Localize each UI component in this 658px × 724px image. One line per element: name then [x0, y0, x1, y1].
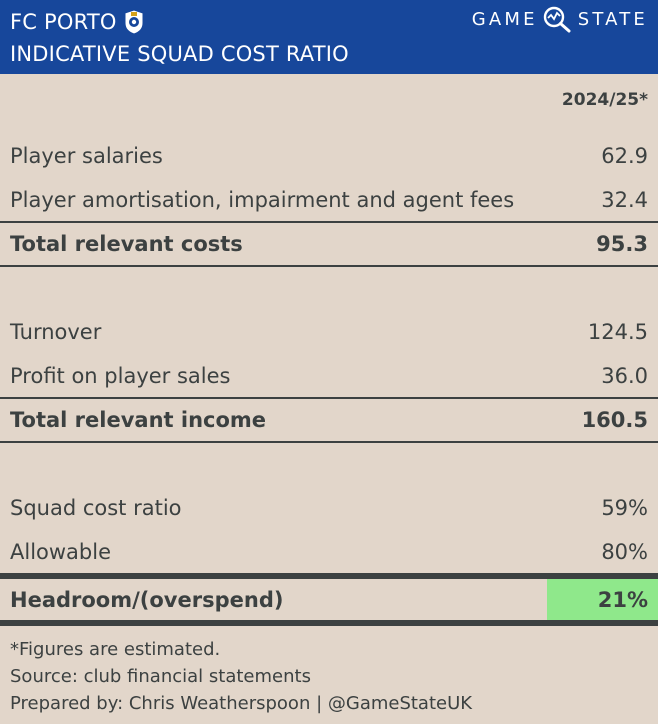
row-label: Profit on player sales: [10, 364, 231, 388]
divider: [0, 221, 658, 223]
header-banner: FC PORTO INDICATIVE SQUAD COST RATIO GAM…: [0, 0, 658, 74]
row-amortisation: Player amortisation, impairment and agen…: [0, 184, 658, 216]
row-value: 95.3: [596, 232, 648, 256]
brand-logo: GAME STATE: [472, 5, 648, 33]
divider: [0, 265, 658, 267]
row-label: Headroom/(overspend): [10, 588, 284, 612]
note-source: Source: club financial statements: [10, 666, 311, 687]
row-value: 32.4: [601, 188, 648, 212]
note-estimated: *Figures are estimated.: [10, 639, 221, 660]
row-value: 62.9: [601, 144, 648, 168]
row-value: 36.0: [601, 364, 648, 388]
row-allowable: Allowable 80%: [0, 536, 658, 568]
column-header-season: 2024/25*: [561, 90, 648, 110]
magnifier-chart-icon: [542, 5, 572, 33]
headroom-highlight: [547, 579, 658, 620]
row-value: 80%: [601, 540, 648, 564]
row-squad-cost-ratio: Squad cost ratio 59%: [0, 492, 658, 524]
row-label: Total relevant income: [10, 408, 267, 432]
page-title: INDICATIVE SQUAD COST RATIO: [10, 42, 349, 66]
row-label: Player amortisation, impairment and agen…: [10, 188, 515, 212]
row-headroom: Headroom/(overspend) 21%: [0, 584, 658, 616]
note-prepared-by: Prepared by: Chris Weatherspoon | @GameS…: [10, 693, 473, 714]
footnotes: *Figures are estimated. Source: club fin…: [10, 636, 472, 717]
row-profit-player-sales: Profit on player sales 36.0: [0, 360, 658, 392]
row-total-relevant-costs: Total relevant costs 95.3: [0, 228, 658, 260]
club-name: FC PORTO: [10, 10, 117, 34]
divider: [0, 441, 658, 443]
club-crest-icon: [123, 9, 145, 35]
row-value: 160.5: [581, 408, 648, 432]
brand-text-right: STATE: [577, 8, 648, 30]
row-turnover: Turnover 124.5: [0, 316, 658, 348]
row-value: 59%: [601, 496, 648, 520]
row-value: 124.5: [587, 320, 648, 344]
row-label: Allowable: [10, 540, 112, 564]
row-player-salaries: Player salaries 62.9: [0, 140, 658, 172]
row-label: Turnover: [10, 320, 102, 344]
divider: [0, 397, 658, 399]
club-title: FC PORTO: [10, 9, 145, 35]
row-label: Total relevant costs: [10, 232, 243, 256]
row-label: Player salaries: [10, 144, 163, 168]
divider-thick: [0, 573, 658, 579]
row-value: 21%: [597, 588, 648, 612]
brand-text-left: GAME: [471, 8, 538, 30]
row-label: Squad cost ratio: [10, 496, 182, 520]
row-total-relevant-income: Total relevant income 160.5: [0, 404, 658, 436]
divider-thick: [0, 620, 658, 626]
